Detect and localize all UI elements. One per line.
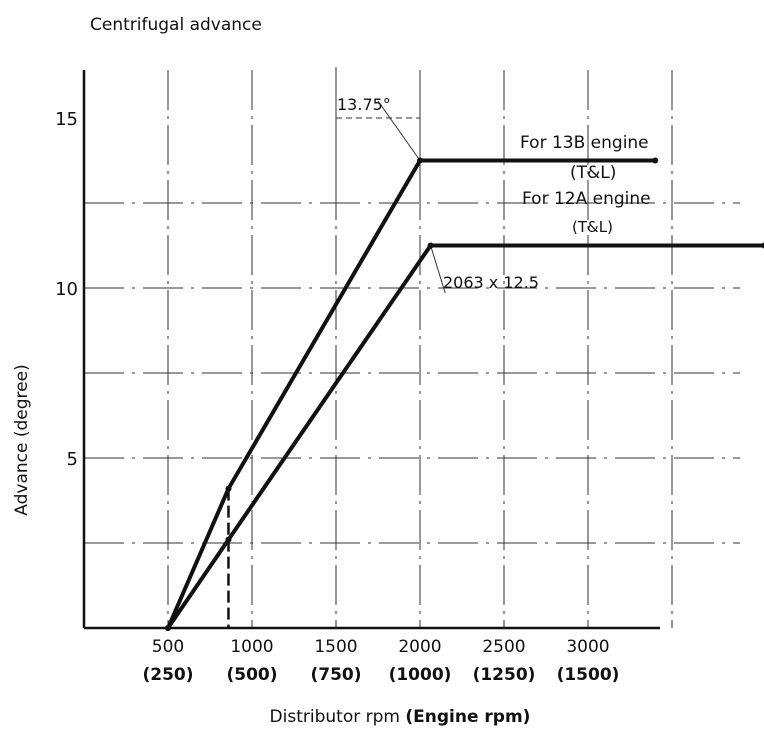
x-tick-label: 2000: [398, 637, 441, 657]
data-point: [761, 242, 764, 249]
series-line-12a: [166, 243, 764, 630]
grid: [84, 67, 740, 628]
y-axis-label: Advance (degree): [12, 364, 32, 515]
series-line-13b: [166, 158, 656, 629]
x-axis-label: Distributor rpm (Engine rpm): [270, 707, 531, 727]
x-tick-sublabel: (1500): [557, 665, 620, 685]
x-axis-label-main: Distributor rpm: [270, 707, 400, 727]
x-tick-sublabel: (250): [142, 665, 193, 685]
data-point: [652, 157, 659, 164]
data-point: [427, 242, 434, 249]
y-tick-label: 5: [67, 449, 78, 470]
annotation-2063: 2063 x 12.5: [443, 273, 539, 292]
legend-12a-sub: (T&L): [572, 218, 613, 236]
x-tick-sublabel: (750): [310, 665, 361, 685]
y-tick-label: 15: [55, 109, 78, 130]
chart-title: Centrifugal advance: [90, 15, 262, 35]
data-point: [165, 625, 171, 631]
x-tick-label: 3000: [566, 637, 609, 657]
x-tick-sublabel: (1250): [473, 665, 536, 685]
legend-13b-sub: (T&L): [570, 163, 616, 183]
series-lines: [165, 157, 764, 631]
x-tick-label: 2500: [482, 637, 525, 657]
x-tick-sublabel: (1000): [389, 665, 452, 685]
x-axis-label-bold: (Engine rpm): [405, 707, 530, 727]
data-point: [225, 536, 232, 543]
x-tick-sublabel: (500): [226, 665, 277, 685]
tick-labels: 500 (250) 1000 (500) 1500 (750) 2000 (1000) 2500…: [55, 109, 619, 685]
legend-13b: For 13B engine: [520, 133, 649, 153]
data-point: [225, 485, 232, 492]
annotation-13-75: 13.75°: [337, 95, 391, 114]
annotation-leader-2063: [430, 245, 446, 294]
legend-12a: For 12A engine: [522, 189, 651, 209]
x-tick-label: 1000: [230, 637, 273, 657]
y-tick-label: 10: [55, 279, 78, 300]
annotation-leader-13-75: [377, 100, 421, 161]
x-tick-label: 500: [152, 637, 184, 657]
axes: [82, 70, 660, 630]
data-point: [417, 157, 423, 164]
x-tick-label: 1500: [314, 637, 357, 657]
